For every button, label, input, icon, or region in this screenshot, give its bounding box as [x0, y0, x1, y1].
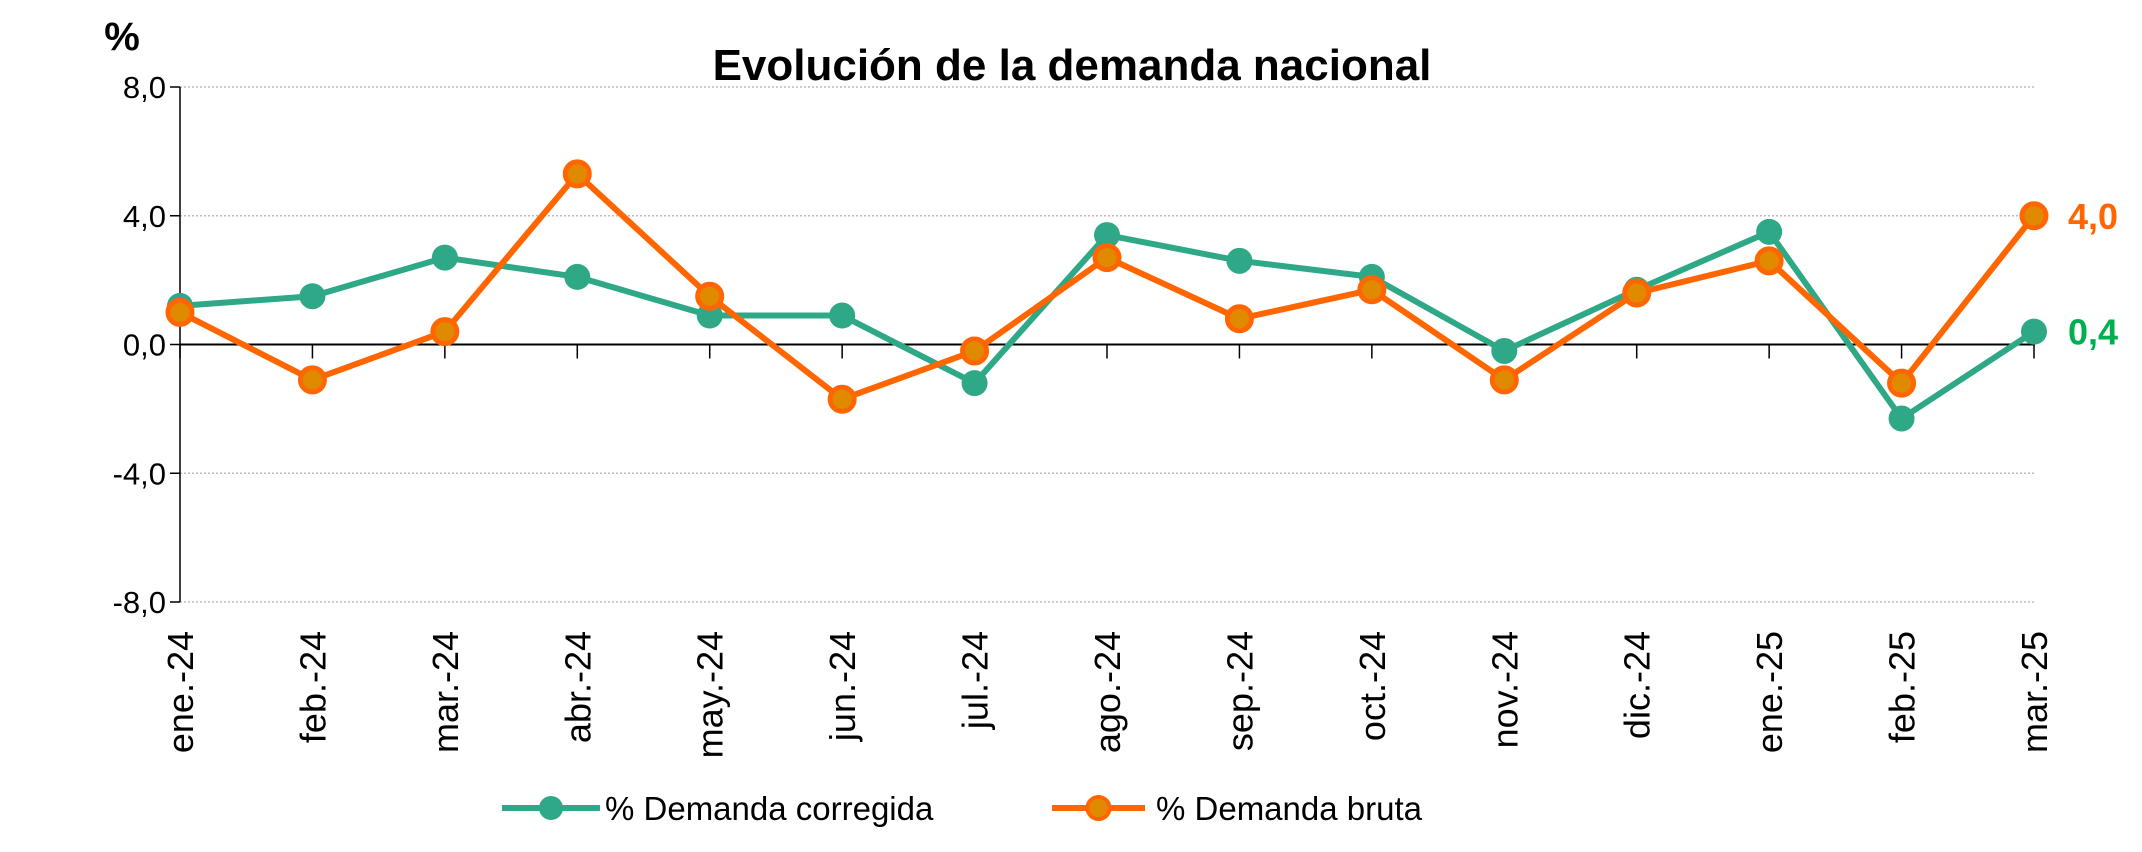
gridlines [180, 86, 2035, 603]
data-point [827, 384, 857, 414]
data-point [1887, 368, 1917, 398]
x-tick-label: feb.-25 [1882, 631, 1923, 743]
data-point [562, 159, 592, 189]
data-point [2019, 201, 2049, 231]
x-tick-label: feb.-24 [292, 631, 333, 743]
y-tick-label: 4,0 [123, 199, 166, 234]
legend-label: % Demanda corregida [605, 790, 934, 827]
end-value-label: 4,0 [2068, 196, 2118, 237]
x-tick-label: sep.-24 [1219, 631, 1260, 751]
series-demanda-bruta: 4,0 [165, 159, 2118, 414]
data-point [564, 263, 591, 290]
legend-marker [539, 796, 563, 820]
y-tick-label: -8,0 [113, 585, 166, 620]
chart-title: Evolución de la demanda nacional [713, 41, 1432, 90]
data-point [1092, 243, 1122, 273]
x-tick-label: ene.-24 [160, 631, 201, 753]
x-tick-label: ene.-25 [1749, 631, 1790, 753]
data-point [1491, 337, 1518, 364]
data-point [1622, 278, 1652, 308]
series-group: 0,4 4,0 [165, 159, 2118, 432]
legend-item-demanda-bruta: % Demanda bruta [1052, 790, 1423, 827]
data-point [1888, 405, 1915, 432]
data-point [1756, 218, 1783, 245]
x-tick-label: oct.-24 [1352, 631, 1393, 741]
x-axis: ene.-24 feb.-24 mar.-24 abr.-24 may.-24 jun.-… [160, 343, 2055, 758]
x-tick-label: abr.-24 [557, 631, 598, 743]
x-tick-label: may.-24 [690, 631, 731, 758]
y-unit-label: % [104, 15, 140, 59]
legend-item-demanda-corregida: % Demanda corregida [502, 790, 934, 827]
data-point [961, 370, 988, 397]
data-point [1489, 365, 1519, 395]
data-point [2021, 318, 2047, 345]
x-tick-label: ago.-24 [1087, 631, 1128, 753]
data-point [829, 302, 856, 329]
end-value-label: 0,4 [2068, 312, 2118, 353]
y-tick-label: 8,0 [123, 70, 166, 105]
series-demanda-corregida: 0,4 [167, 218, 2118, 432]
data-point [430, 317, 460, 347]
data-point [297, 365, 327, 395]
y-tick-label: 0,0 [123, 328, 166, 363]
data-point [960, 336, 990, 366]
x-tick-label: mar.-24 [425, 631, 466, 753]
x-tick-label: jun.-24 [822, 631, 863, 742]
data-point [1226, 247, 1253, 274]
series-line [178, 170, 2037, 403]
data-point [299, 283, 326, 310]
data-point [1754, 246, 1784, 276]
x-tick-label: jul.-24 [955, 631, 996, 730]
legend: % Demanda corregida % Demanda bruta [502, 790, 1423, 827]
y-axis: 8,0 4,0 0,0 -4,0 -8,0 [113, 70, 181, 620]
data-point [1094, 222, 1120, 249]
x-tick-label: dic.-24 [1617, 631, 1658, 739]
data-point [695, 281, 725, 311]
legend-label: % Demanda bruta [1156, 790, 1423, 827]
x-tick-label: mar.-25 [2014, 631, 2055, 753]
data-point [431, 244, 458, 271]
legend-marker [1085, 795, 1112, 821]
data-point [1357, 275, 1387, 305]
data-point [1224, 304, 1254, 334]
y-tick-label: -4,0 [113, 456, 166, 491]
x-tick-label: nov.-24 [1484, 631, 1525, 748]
data-point [165, 297, 195, 327]
